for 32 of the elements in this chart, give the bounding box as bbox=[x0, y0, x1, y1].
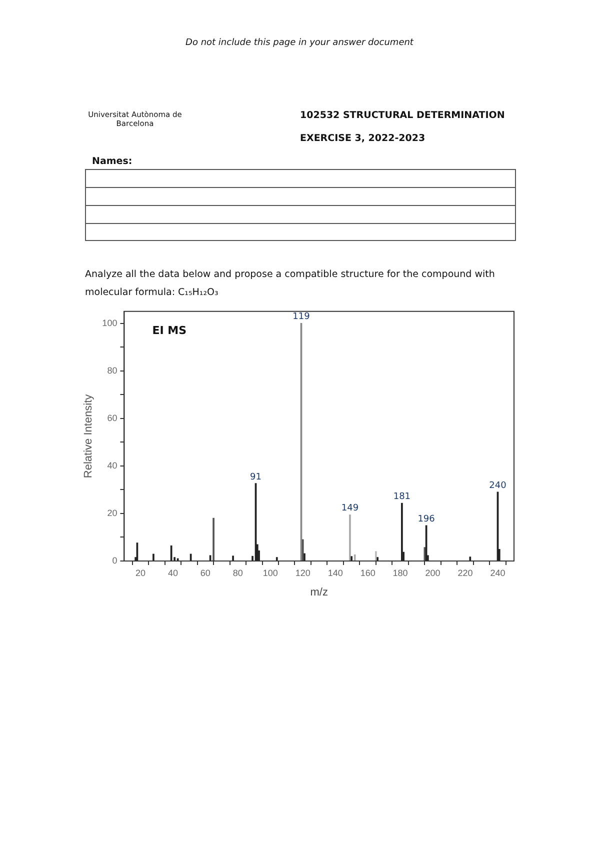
y-tick-label: 100 bbox=[102, 318, 118, 328]
x-tick-label: 60 bbox=[200, 568, 210, 578]
x-tick-label: 140 bbox=[328, 568, 343, 578]
y-tick-label: 20 bbox=[107, 508, 118, 518]
x-tick-label: 80 bbox=[232, 568, 243, 578]
x-tick-label: 160 bbox=[360, 568, 376, 578]
y-tick-label: 0 bbox=[112, 555, 118, 566]
y-tick-label: 60 bbox=[107, 412, 118, 423]
x-tick-label: 100 bbox=[262, 568, 278, 578]
chart-title: 102532 STRUCTURAL DETERMINATION bbox=[300, 110, 505, 121]
x-tick-label: 240 bbox=[490, 568, 506, 578]
x-tick-label: 220 bbox=[458, 568, 473, 578]
annotation: 240 bbox=[489, 480, 507, 491]
y-tick-label: 80 bbox=[107, 365, 118, 376]
annotation: 149 bbox=[341, 504, 359, 514]
x-tick-label: 120 bbox=[295, 568, 310, 578]
annotation: 181 bbox=[393, 492, 411, 502]
x-tick-label: 20 bbox=[135, 568, 146, 578]
chart-subtitle: EXERCISE 3, 2022-2023 bbox=[300, 133, 426, 144]
x-tick-label: 40 bbox=[168, 568, 178, 578]
annotation: 119 bbox=[292, 312, 310, 322]
annotation: EI MS bbox=[152, 324, 187, 337]
y-tick-label: 40 bbox=[107, 460, 118, 470]
text: Names: bbox=[92, 156, 132, 167]
x-tick-label: 180 bbox=[392, 568, 408, 578]
x-axis-title: m/z bbox=[310, 586, 328, 598]
text: Do not include this page in your answer document bbox=[184, 38, 415, 48]
y-axis-title: Relative Intensity bbox=[82, 394, 95, 478]
annotation: 91 bbox=[250, 472, 262, 482]
text: Analyze all the data below and propose a compatible structure for the compound with molecular formula: C₁₅H₁₂O₃ bbox=[85, 268, 496, 300]
annotation: 196 bbox=[418, 514, 436, 524]
x-tick-label: 200 bbox=[425, 568, 440, 578]
